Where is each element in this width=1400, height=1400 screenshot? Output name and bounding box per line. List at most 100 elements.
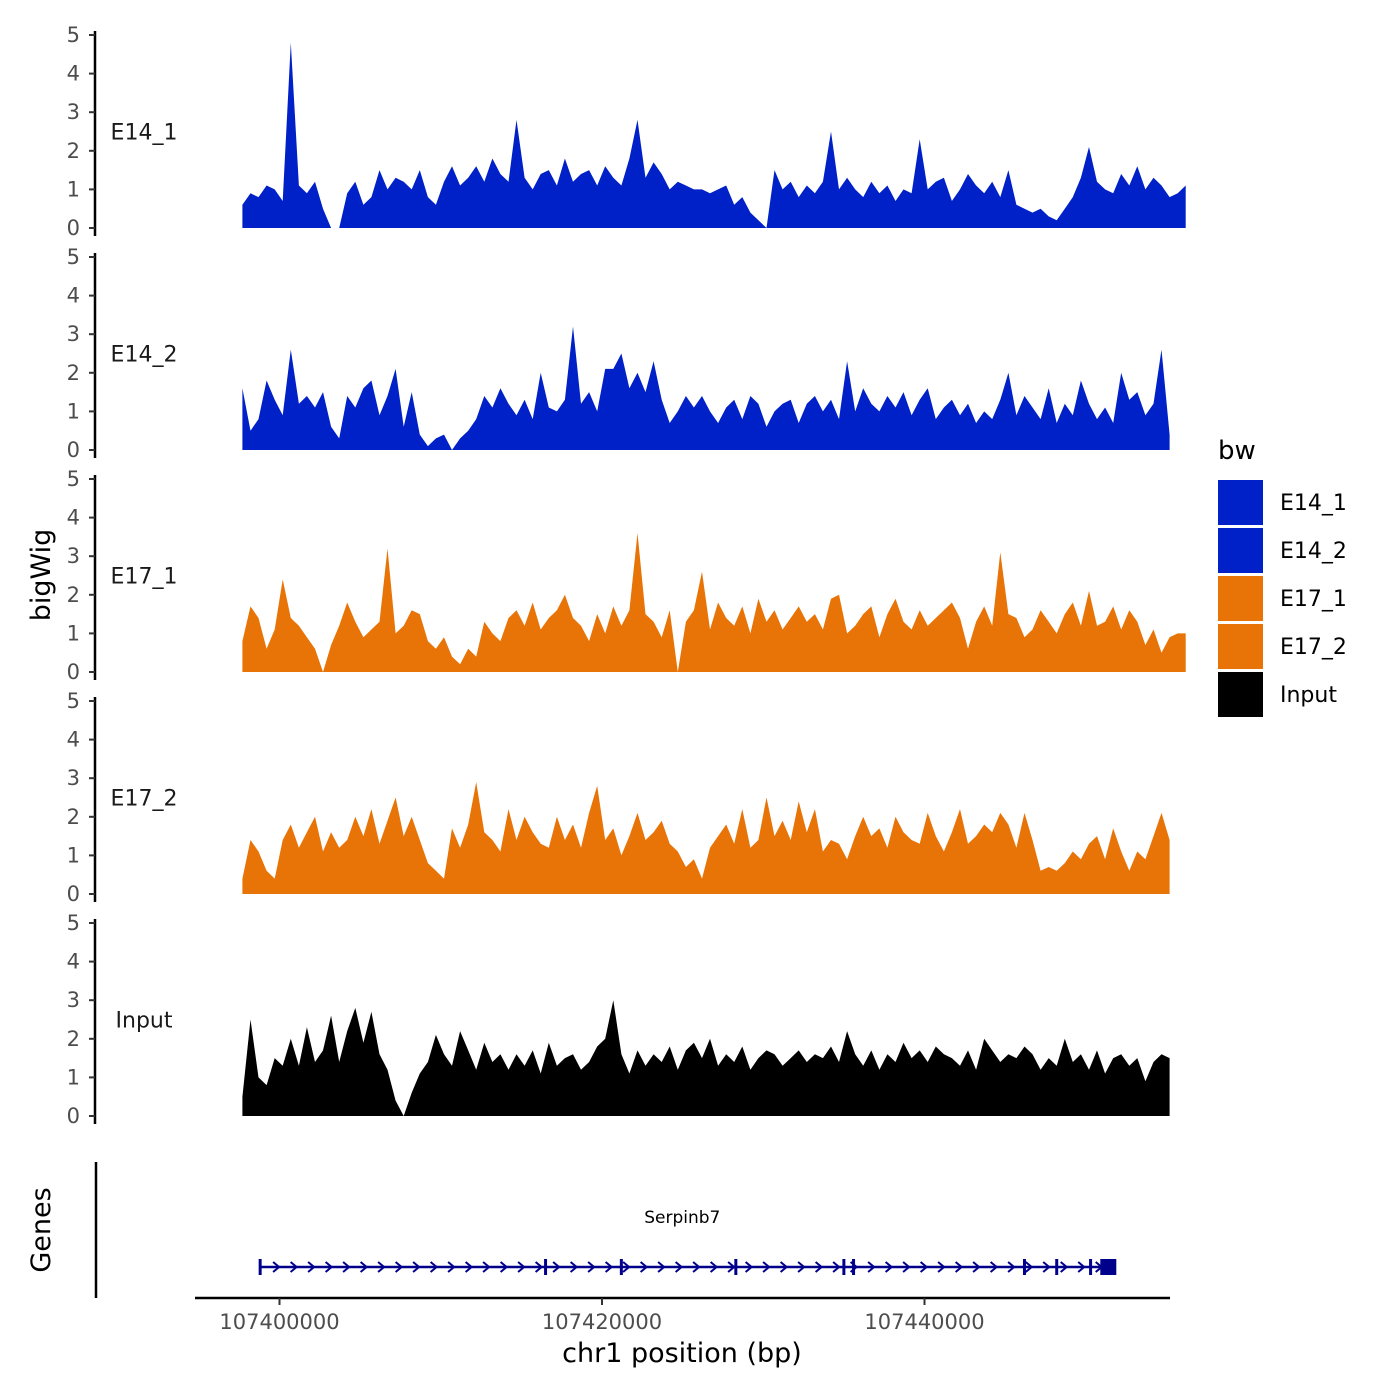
strand-arrow [534,1261,544,1273]
y-tick-label: 1 [67,177,80,201]
y-tick-label: 4 [67,62,80,86]
strand-arrow [1060,1261,1069,1273]
gene-name-label: Serpinb7 [644,1208,720,1228]
strand-arrow [657,1261,666,1273]
genes-axis-title: Genes [26,1187,57,1272]
strand-arrow [814,1261,824,1273]
tracks-layer: 0 1 2 3 4 5 E14_1 0 1 2 3 4 5 E14_2 0 1 2 3 4 5 E17_1 0 1 2 3 4 5 E… [67,23,1186,1128]
y-tick-label: 4 [67,950,80,974]
strand-arrow [377,1261,386,1273]
strand-arrow [429,1261,439,1273]
y-tick-label: 1 [67,1065,80,1089]
y-tick-label: 3 [67,322,80,346]
legend-swatch-e17-2 [1218,624,1263,669]
track-panel-e17-2: 0 1 2 3 4 5 E17_2 [67,689,1170,906]
track-panel-input: 0 1 2 3 4 5 Input [67,911,1170,1128]
legend-swatch-e17-1 [1218,576,1263,621]
legend-label-e17-1: E17_1 [1280,587,1347,612]
strand-arrow [954,1261,964,1273]
y-tick-label: 4 [67,506,80,530]
y-tick-label: 2 [67,1027,80,1051]
legend-label-e17-2: E17_2 [1280,635,1347,660]
signal-area-e14-2 [242,326,1170,450]
y-tick-label: 5 [67,911,80,935]
gene-track: Serpinb7 [94,1162,1117,1298]
y-axis-title: bigWig [26,529,57,622]
strand-arrow [727,1261,736,1273]
y-tick-label: 0 [67,438,80,462]
strand-arrow [797,1261,806,1273]
strand-arrow [884,1261,894,1273]
strand-arrow [569,1261,579,1273]
legend-label-e14-1: E14_1 [1280,491,1347,516]
y-tick-label: 1 [67,621,80,645]
y-tick-label: 0 [67,1104,80,1128]
strand-arrow [919,1261,929,1273]
y-tick-label: 5 [67,245,80,269]
y-tick-label: 2 [67,805,80,829]
y-tick-label: 5 [67,689,80,713]
strand-arrow [867,1261,876,1273]
strand-arrow [744,1261,754,1273]
strand-arrow [1077,1261,1086,1273]
track-panel-e14-2: 0 1 2 3 4 5 E14_2 [67,245,1170,462]
strand-arrow [674,1261,684,1273]
strand-arrow [937,1261,946,1273]
y-tick-label: 1 [67,843,80,867]
y-tick-label: 1 [67,399,80,423]
y-tick-label: 2 [67,583,80,607]
strand-arrow [709,1261,719,1273]
strand-arrow [517,1261,526,1273]
strand-arrow [412,1261,421,1273]
y-tick-label: 3 [67,100,80,124]
track-panel-e14-1: 0 1 2 3 4 5 E14_1 [67,23,1186,240]
strand-arrow [902,1261,911,1273]
track-label-e17-1: E17_1 [111,565,178,590]
strand-arrow [1025,1261,1034,1273]
x-axis-title: chr1 position (bp) [562,1338,802,1369]
strand-arrow [1007,1261,1016,1273]
legend-swatch-input [1218,672,1263,717]
strand-arrow [464,1261,474,1273]
signal-area-e14-1 [242,42,1186,229]
strand-arrow [272,1261,281,1273]
x-axis: chr1 position (bp) 107400000 107420000 107… [195,1296,1170,1369]
strand-arrow [692,1261,701,1273]
strand-arrow [587,1261,596,1273]
x-tick-label: 107420000 [542,1310,662,1334]
strand-arrow [832,1261,841,1273]
track-label-e14-1: E14_1 [111,121,178,146]
track-panel-e17-1: 0 1 2 3 4 5 E17_1 [67,467,1186,684]
legend: bw E14_1 E14_2 E17_1 E17_2 Input [1218,436,1347,717]
strand-arrow [762,1261,771,1273]
strand-arrow [604,1261,614,1273]
strand-arrow [972,1261,981,1273]
strand-arrow [1042,1261,1051,1273]
strand-arrow [552,1261,561,1273]
strand-arrow [482,1261,491,1273]
strand-arrow [447,1261,456,1273]
strand-arrow [394,1261,404,1273]
signal-area-e17-1 [242,533,1186,672]
y-tick-label: 3 [67,544,80,568]
y-tick-label: 2 [67,139,80,163]
y-tick-label: 3 [67,988,80,1012]
track-label-e17-2: E17_2 [111,787,178,812]
strand-arrow [779,1261,789,1273]
strand-arrow [324,1261,334,1273]
strand-arrow [359,1261,369,1273]
y-tick-label: 0 [67,660,80,684]
legend-swatch-e14-1 [1218,480,1263,525]
strand-arrow [989,1261,999,1273]
strand-arrow [342,1261,351,1273]
signal-area-e17-2 [242,782,1170,894]
strand-arrow [639,1261,649,1273]
strand-arrow [289,1261,299,1273]
gene-exon-block [1100,1259,1117,1275]
strand-arrow [499,1261,509,1273]
y-tick-label: 2 [67,361,80,385]
y-tick-label: 4 [67,284,80,308]
track-label-e14-2: E14_2 [111,343,178,368]
y-tick-label: 5 [67,23,80,47]
